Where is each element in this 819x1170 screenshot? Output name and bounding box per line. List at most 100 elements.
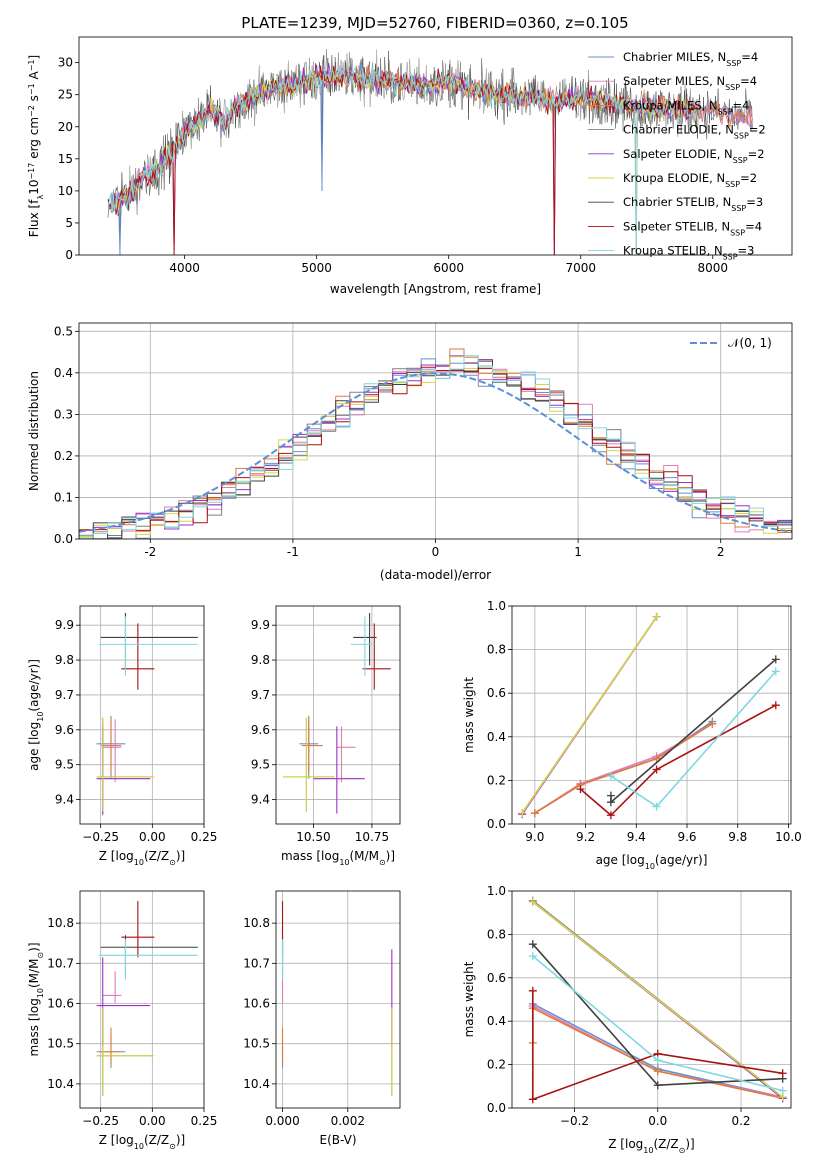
legend-entry: Salpeter STELIB, NSSP=4: [623, 219, 762, 237]
y-tick-label: 0.5: [54, 324, 73, 338]
y-tick-label: 10.6: [243, 997, 270, 1011]
plus-marker: [606, 798, 615, 807]
histogram-salpeter-stelib: [79, 366, 792, 539]
y-tick-label: 9.5: [251, 758, 270, 772]
y-axis-label: Normed distribution: [27, 371, 41, 491]
y-tick-label: 9.9: [251, 618, 270, 632]
x-tick-label: 1: [574, 545, 582, 559]
y-tick-label: 9.6: [55, 723, 74, 737]
plots-layer: 4000 5000 6000 7000 8000051015202530waveleng…: [27, 36, 802, 1155]
y-tick-label: 0.4: [487, 1014, 506, 1028]
y-tick-label: 9.7: [251, 688, 270, 702]
legend-entry: Chabrier STELIB, NSSP=3: [623, 195, 763, 213]
plot-area: [276, 606, 400, 824]
plot-area: [512, 891, 791, 1108]
plus-marker: [653, 1056, 662, 1065]
plot-weight_vs_age: 9.0 9.2 9.4 9.6 9.8 10.0 0.0 0.2 0.4 0.6 0.8 1.0 age…: [462, 599, 802, 871]
x-axis-label: (data-model)/error: [380, 568, 491, 582]
x-axis-label: Z [log10(Z/Z⊙)]: [99, 849, 185, 867]
plot-area: [276, 891, 400, 1108]
series-line: [534, 723, 713, 814]
legend-entry: Kroupa ELODIE, NSSP=2: [623, 171, 757, 189]
x-tick-label: 10.75: [355, 830, 389, 844]
y-tick-label: 0.2: [487, 773, 506, 787]
y-tick-label: 9.4: [251, 793, 270, 807]
y-tick-label: 10.7: [47, 956, 74, 970]
y-tick-label: 0: [65, 248, 73, 262]
x-axis-label: E(B-V): [319, 1133, 356, 1147]
y-axis-label: age [log10(age/yr)]: [27, 659, 45, 771]
x-tick-label: 10.50: [296, 830, 330, 844]
plus-marker: [653, 1067, 662, 1076]
histogram-kroupa-stelib: [79, 355, 792, 539]
x-tick-label: 0.0: [648, 1114, 667, 1128]
legend-entry: Salpeter MILES, NSSP=4: [623, 74, 757, 92]
y-axis-label: mass [log10(M/M⊙)]: [27, 942, 45, 1056]
axes-frame: [275, 890, 401, 1109]
y-tick-label: 9.9: [55, 618, 74, 632]
y-tick-label: 9.8: [55, 653, 74, 667]
plus-marker: [528, 1095, 537, 1104]
y-tick-label: 0.4: [54, 366, 73, 380]
plot-age_vs_mass: 10.50 10.75 9.4 9.5 9.6 9.7 9.8 9.9 mass [log10(…: [251, 605, 401, 867]
plus-marker: [528, 897, 537, 906]
plot-area: [512, 606, 791, 824]
legend-entry: Kroupa MILES, NSSP=4: [623, 98, 750, 116]
x-tick-label: 4000: [169, 261, 200, 275]
plus-marker: [530, 809, 539, 818]
x-tick-label: -1: [287, 545, 299, 559]
plus-marker: [771, 667, 780, 676]
x-tick-label: 9.0: [525, 830, 544, 844]
x-tick-label: 0: [432, 545, 440, 559]
histogram-salpeter-miles: [79, 362, 792, 539]
y-tick-label: 0.3: [54, 407, 73, 421]
plus-marker: [528, 986, 537, 995]
plot-residuals: -2 -1 0 1 2 0.0 0.1 0.2 0.3 0.4 0.5 (data-model)/er…: [27, 322, 793, 582]
y-tick-label: 20: [58, 120, 73, 134]
y-tick-label: 1.0: [487, 599, 506, 613]
x-axis-label: Z [log10(Z/Z⊙)]: [99, 1133, 185, 1151]
x-tick-label: 2: [717, 545, 725, 559]
plus-marker: [771, 701, 780, 710]
y-tick-label: 0.8: [487, 927, 506, 941]
x-tick-label: −0.2: [560, 1114, 589, 1128]
y-tick-label: 30: [58, 56, 73, 70]
axes-frame: [78, 322, 793, 540]
y-tick-label: 0.6: [487, 686, 506, 700]
x-axis-label: Z [log10(Z/Z⊙)]: [608, 1137, 694, 1155]
x-tick-label: 0.00: [139, 1114, 166, 1128]
series-line: [534, 720, 713, 814]
y-tick-label: 0.8: [487, 643, 506, 657]
plus-marker: [778, 1086, 787, 1095]
legend-entry: Chabrier ELODIE, NSSP=2: [623, 123, 766, 141]
series-line: [532, 901, 784, 1098]
x-axis-label: age [log10(age/yr)]: [596, 853, 708, 871]
plus-marker: [576, 785, 585, 794]
plot-age_vs_Z: −0.25 0.00 0.25 9.4 9.5 9.6 9.7 9.8 9.9 Z [log10(…: [27, 605, 217, 867]
legend-entry: 𝒩(0, 1): [728, 336, 772, 350]
y-tick-label: 0.2: [54, 449, 73, 463]
y-tick-label: 9.6: [251, 723, 270, 737]
y-tick-label: 0.1: [54, 490, 73, 504]
axes-frame: [79, 605, 205, 825]
x-tick-label: 5000: [301, 261, 332, 275]
y-tick-label: 10.5: [243, 1037, 270, 1051]
y-axis-label: Flux [fλ10−17 erg cm−2 s−1 A−1]: [27, 55, 45, 237]
axes-frame: [511, 605, 792, 825]
y-tick-label: 10.7: [243, 956, 270, 970]
y-tick-label: 9.7: [55, 688, 74, 702]
plus-marker: [652, 765, 661, 774]
x-axis-label: mass [log10(M/M⊙)]: [281, 849, 395, 867]
plot-area: [80, 606, 204, 824]
series-line: [532, 990, 783, 1101]
figure-title: PLATE=1239, MJD=52760, FIBERID=0360, z=0…: [241, 14, 628, 32]
x-tick-label: 0.00: [139, 830, 166, 844]
plot-spectrum: 4000 5000 6000 7000 8000 0 5 10 15 20 25 30 waveleng…: [27, 36, 793, 296]
y-tick-label: 10.8: [47, 916, 74, 930]
y-axis-label: mass weight: [462, 961, 476, 1037]
x-tick-label: 0.2: [731, 1114, 750, 1128]
plot-area: [107, 48, 753, 255]
x-tick-label: 0.000: [265, 1114, 299, 1128]
plot-area: [79, 323, 792, 539]
